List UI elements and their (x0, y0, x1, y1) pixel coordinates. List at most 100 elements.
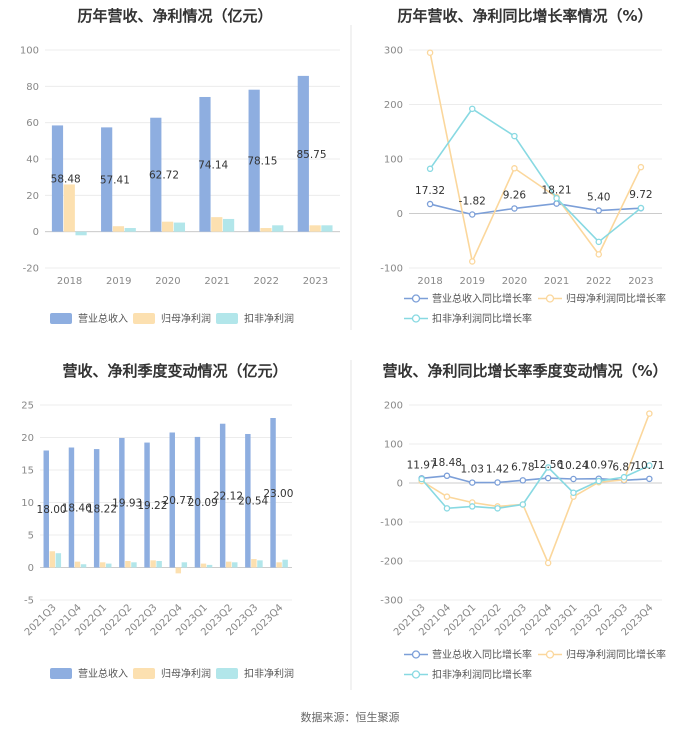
chart4-point-3 (443, 505, 451, 512)
chart3-bar-3 (131, 562, 137, 568)
chart1-legend-label: 归母净利润 (161, 312, 211, 325)
chart1-bar-1 (199, 96, 211, 232)
chart4-data-label: 18.48 (432, 457, 462, 469)
chart2-point-1 (468, 211, 476, 218)
chart4-line-3 (421, 464, 650, 510)
chart3-bar-2 (225, 561, 232, 568)
chart3-data-label: 18.22 (87, 503, 117, 515)
chart1-bar-1 (150, 117, 162, 232)
chart4-data-label: 12.56 (533, 459, 563, 471)
chart3-ytick-label: 10 (21, 498, 34, 509)
chart3-bar-1 (119, 437, 125, 568)
chart2-point-3 (637, 204, 645, 212)
chart1-xtick-label: 2019 (106, 276, 131, 287)
chart1-xtick-label: 2018 (57, 276, 82, 287)
chart4-data-label: 11.97 (407, 459, 437, 471)
chart1-legend-swatch (216, 313, 238, 324)
chart4-point-1 (519, 477, 527, 484)
chart1-legend-label: 营业总收入 (78, 312, 128, 325)
chart1-data-label: 62.72 (149, 170, 179, 182)
chart3-bar-1 (169, 432, 175, 568)
chart4-legend-marker (411, 650, 421, 659)
chart1-legend-swatch (50, 313, 72, 324)
chart4-legend-marker (545, 650, 555, 659)
chart2-point-1 (511, 205, 518, 212)
chart3-data-label: 20.77 (163, 495, 193, 507)
chart2-data-label: 17.32 (415, 185, 445, 197)
chart2-xtick-label: 2020 (502, 276, 527, 287)
chart3-legend-label: 营业总收入 (78, 667, 128, 680)
chart2-legend-label: 营业总收入同比增长率 (432, 292, 532, 305)
chart1-bar-1 (297, 75, 309, 232)
chart2-point-2 (426, 49, 434, 56)
chart2-ytick-label: 100 (384, 155, 403, 166)
chart2-ytick-label: 300 (384, 46, 403, 57)
chart2-ytick-label: 0 (397, 209, 403, 220)
chart1-ytick-label: 40 (26, 155, 39, 166)
chart4-point-2 (646, 410, 653, 417)
chart2-xtick-label: 2023 (628, 276, 653, 287)
chart1-bar-3 (173, 222, 186, 232)
chart2-xtick-label: 2018 (417, 276, 442, 287)
chart1-bar-1 (51, 125, 64, 232)
chart4-point-3 (519, 501, 527, 508)
chart4-point-1 (494, 479, 501, 486)
chart4-point-2 (443, 493, 451, 500)
chart3-ytick-label: 25 (21, 401, 34, 412)
chart4-point-3 (418, 475, 425, 483)
chart4-point-3 (570, 489, 577, 496)
chart3-data-label: 19.93 (112, 498, 142, 510)
chart1-bar-2 (63, 184, 75, 232)
chart2-title: 历年营收、净利同比增长率情况（%） (397, 7, 652, 25)
chart4-point-3 (494, 505, 501, 512)
chart2-point-3 (468, 105, 476, 113)
chart1-legend-swatch (133, 313, 155, 324)
chart3-bar-2 (251, 559, 257, 568)
chart4-legend-label: 营业总收入同比增长率 (432, 648, 532, 661)
chart3-data-label: 22.12 (213, 491, 243, 503)
source-note: 数据来源：恒生聚源 (301, 710, 400, 724)
chart1-data-label: 74.14 (198, 159, 228, 171)
chart4-point-1 (570, 475, 577, 483)
chart4-point-3 (620, 473, 628, 481)
chart2-data-label: 5.40 (587, 192, 610, 204)
chart2-xtick-label: 2022 (586, 276, 611, 287)
chart3-bar-2 (150, 560, 156, 568)
chart3-bar-3 (80, 564, 87, 568)
chart4-point-3 (595, 477, 603, 485)
chart1-data-label: 78.15 (247, 156, 277, 168)
chart1-xtick-label: 2020 (155, 276, 180, 287)
chart2-legend-marker (411, 294, 421, 303)
chart4-data-label: 6.87 (612, 461, 635, 473)
chart2-ytick-label: 200 (384, 100, 403, 111)
chart3-data-label: 19.22 (137, 500, 167, 512)
chart3-ytick-label: 20 (21, 433, 34, 444)
chart3-bar-3 (55, 553, 62, 568)
chart3-data-label: 18.00 (37, 504, 67, 516)
chart4-data-label: 10.71 (634, 460, 664, 472)
chart1-bar-3 (124, 228, 136, 232)
chart3-data-label: 18.46 (62, 503, 92, 515)
chart2-data-label: 9.26 (503, 189, 527, 201)
chart1-ytick-label: -20 (23, 264, 39, 275)
chart3-bar-1 (43, 450, 49, 568)
chart4-point-3 (544, 464, 552, 471)
chart1-bar-2 (260, 228, 272, 232)
chart4-point-3 (468, 503, 476, 510)
chart3-ytick-label: 0 (28, 563, 34, 574)
chart3-bar-2 (125, 561, 131, 568)
chart2-xtick-label: 2019 (460, 276, 485, 287)
chart1-bar-1 (248, 89, 260, 232)
chart4-ytick-label: 200 (384, 401, 403, 412)
chart3-bar-3 (282, 559, 288, 568)
chart3-bar-3 (257, 560, 263, 568)
chart4-data-label: 10.24 (558, 460, 588, 472)
chart3-data-label: 20.09 (188, 497, 218, 509)
chart1-ytick-label: 100 (20, 46, 39, 57)
chart4-legend-label: 归母净利润同比增长率 (566, 648, 666, 661)
chart2-point-3 (426, 165, 434, 173)
chart1-data-label: 58.48 (51, 174, 81, 186)
chart1-bar-2 (162, 221, 174, 232)
chart4-legend-label: 扣非净利润同比增长率 (432, 668, 532, 681)
chart1-legend-label: 扣非净利润 (244, 312, 294, 325)
